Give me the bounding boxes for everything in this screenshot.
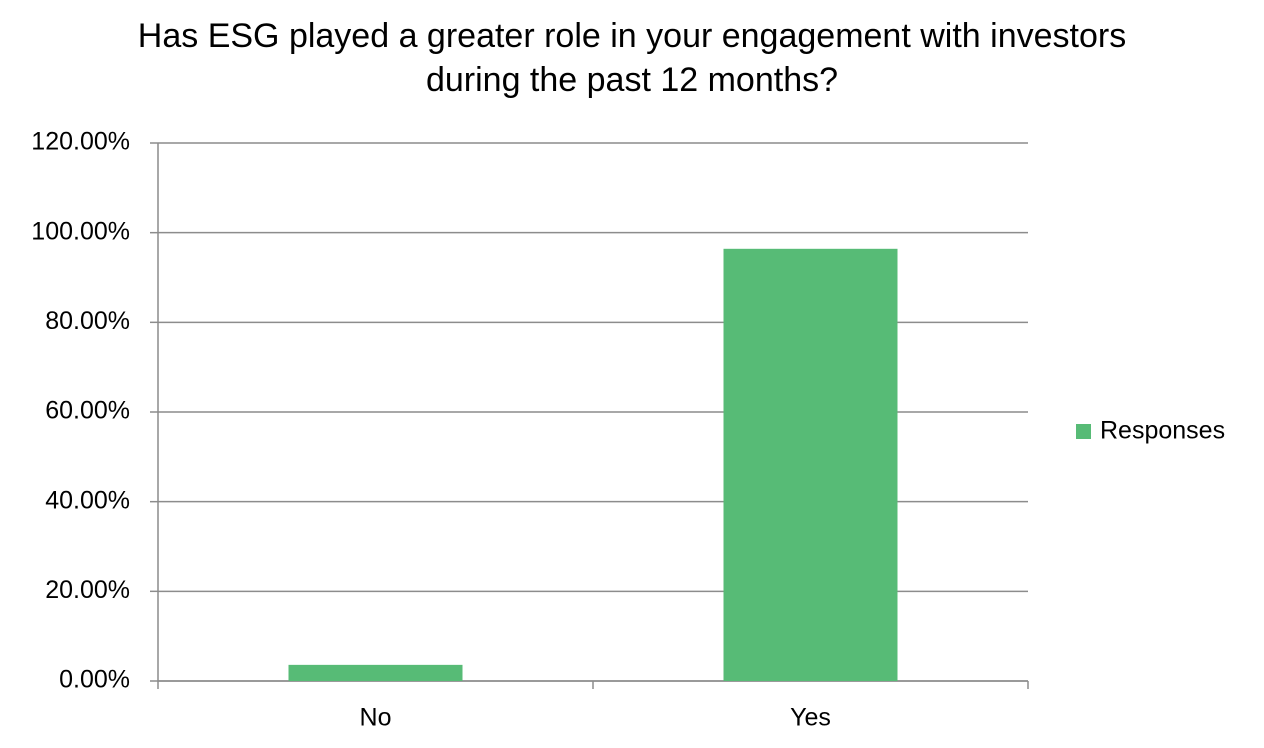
y-tick-label: 20.00%	[45, 576, 130, 604]
bar	[288, 664, 463, 681]
y-tick-label: 80.00%	[45, 307, 130, 335]
bar	[723, 248, 898, 681]
y-tick-label: 100.00%	[31, 217, 130, 245]
x-tick-label: No	[360, 704, 392, 732]
chart-title: Has ESG played a greater role in your en…	[137, 17, 1127, 99]
x-tick-label: Yes	[790, 704, 831, 732]
y-tick-label: 0.00%	[59, 666, 130, 694]
y-tick-label: 60.00%	[45, 397, 130, 425]
legend-swatch	[1076, 424, 1091, 439]
y-tick-label: 40.00%	[45, 486, 130, 514]
legend-label: Responses	[1100, 417, 1225, 445]
y-tick-label: 120.00%	[31, 128, 130, 156]
